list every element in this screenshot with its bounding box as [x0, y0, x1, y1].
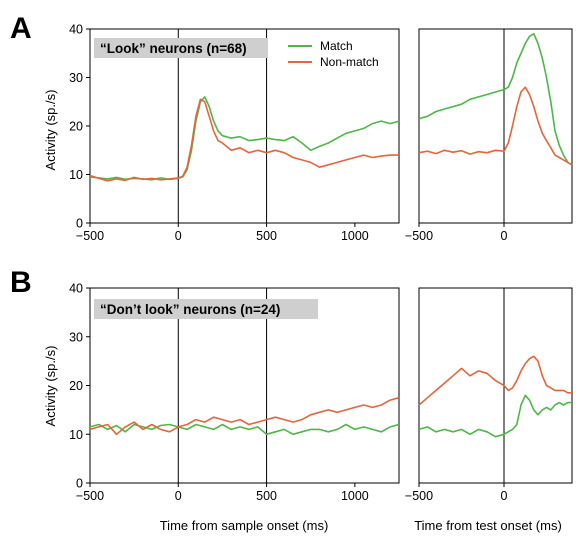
panel-a-test-xtick-label: 0 [501, 229, 508, 243]
panel-a-test-nonmatch-line [418, 86, 573, 166]
panel-a-sample-match-line [89, 96, 400, 181]
legend-match-label: Match [320, 39, 353, 53]
panel-b-sample-xtick-label: −500 [76, 489, 104, 503]
panel-a-title: “Look” neurons (n=68) [100, 41, 247, 56]
panel-b-sample-ytick-label: 30 [69, 330, 83, 344]
panel-a-test-match-line [418, 33, 573, 166]
panel-a-sample-ytick-label: 40 [69, 23, 83, 37]
xlabel-test: Time from test onset (ms) [414, 518, 562, 533]
panel-b-sample-xtick-label: 0 [175, 489, 182, 503]
panel-b-test-frame [418, 287, 573, 484]
panel-letter-a: A [10, 12, 32, 45]
panel-b-test-xtick-label: −500 [405, 489, 433, 503]
panel-letter-b: B [10, 266, 32, 299]
panel-b-sample-xtick-label: 1000 [341, 489, 369, 503]
panel-a-sample-xtick-label: 500 [256, 229, 277, 243]
panel-a-sample-ytick-label: 30 [69, 71, 83, 85]
panel-b-title-box [94, 299, 318, 319]
panel-b-test-axes: −500 0 [405, 287, 573, 503]
panel-b-sample-ytick-label: 0 [76, 477, 83, 491]
panel-b-sample-ytick-label: 40 [69, 282, 83, 296]
panel-b-title: “Don’t look” neurons (n=24) [100, 302, 280, 317]
panel-b-sample-nonmatch-line [89, 396, 400, 436]
panel-b-sample-match-line [89, 423, 400, 436]
panel-b-ylabel: Activity (sp./s) [43, 346, 58, 427]
legend-nonmatch-label: Non-match [320, 55, 379, 69]
panel-a-sample-ytick-label: 0 [76, 217, 83, 231]
panel-a-test-axes: −500 0 [405, 28, 573, 243]
panel-a-sample-xtick-label: −500 [76, 229, 104, 243]
panel-a-sample-xtick-label: 0 [175, 229, 182, 243]
panel-b-test-xtick-label: 0 [501, 489, 508, 503]
panel-a-sample-ytick-label: 20 [69, 120, 83, 134]
panel-a-ylabel: Activity (sp./s) [43, 90, 58, 171]
panel-a-test-frame [418, 28, 573, 224]
panel-b-sample-ytick-label: 20 [69, 379, 83, 393]
panel-b-sample-ytick-label: 10 [69, 428, 83, 442]
legend: Match Non-match [288, 39, 379, 69]
panel-a-sample-xtick-label: 1000 [341, 229, 369, 243]
panel-a-sample-nonmatch-line [89, 98, 399, 182]
panel-a-test-xtick-label: −500 [405, 229, 433, 243]
panel-b-test-match-line [418, 394, 572, 438]
panel-a-title-box [94, 38, 268, 58]
panel-a-sample-ytick-label: 10 [69, 168, 83, 182]
panel-b-test-nonmatch-line [418, 355, 572, 406]
xlabel-sample: Time from sample onset (ms) [160, 518, 329, 533]
panel-b-sample-xtick-label: 500 [256, 489, 277, 503]
